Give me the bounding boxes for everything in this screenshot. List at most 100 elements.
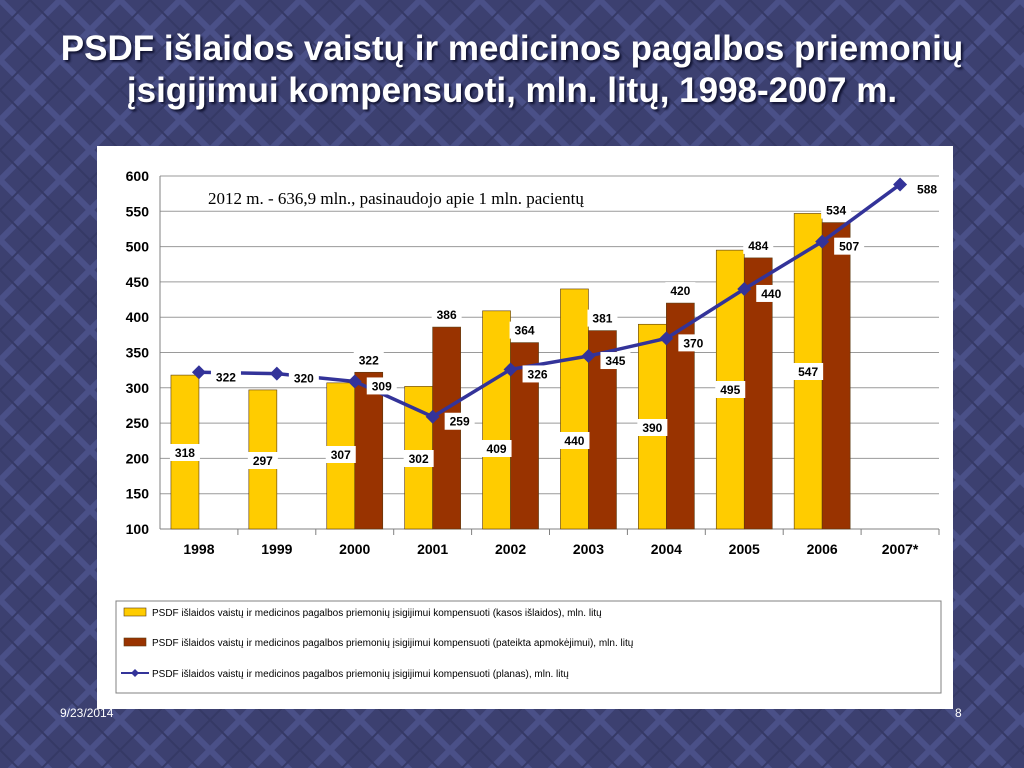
data-label-kasos-bg	[715, 381, 746, 398]
data-label-kasos: 390	[642, 421, 662, 435]
data-label-planas: 440	[761, 287, 781, 301]
data-label-kasos: 440	[564, 434, 584, 448]
legend-swatch	[123, 637, 147, 647]
data-label-pateikta-bg	[743, 236, 774, 254]
x-tick-label: 2002	[495, 541, 526, 557]
data-label-kasos: 302	[409, 452, 429, 466]
y-tick-label: 450	[126, 274, 150, 290]
data-label-kasos-bg	[481, 440, 512, 457]
y-tick-label: 100	[126, 521, 150, 537]
data-label-planas-bg	[366, 377, 397, 395]
data-label-pateikta-bg	[821, 201, 852, 219]
data-label-planas: 370	[683, 336, 703, 350]
data-label-kasos: 297	[253, 454, 273, 468]
plan-marker	[815, 234, 830, 249]
data-label-planas-bg	[912, 180, 943, 198]
y-tick-label: 550	[126, 203, 150, 219]
y-tick-label: 250	[126, 415, 150, 431]
x-tick-label: 2006	[807, 541, 838, 557]
y-tick-label: 150	[126, 486, 150, 502]
data-label-kasos: 307	[331, 448, 351, 462]
plan-marker	[893, 177, 908, 192]
data-label-kasos-bg	[559, 432, 590, 449]
y-tick-label: 300	[126, 380, 150, 396]
x-tick-label: 2001	[417, 541, 448, 557]
plan-marker	[581, 349, 596, 364]
data-label-planas: 588	[917, 182, 937, 196]
x-tick-label: 1999	[261, 541, 292, 557]
data-label-planas: 322	[216, 370, 236, 384]
data-label-pateikta-bg	[587, 309, 618, 327]
legend-entry: PSDF išlaidos vaistų ir medicinos pagalb…	[152, 669, 569, 680]
data-label-pateikta: 386	[437, 308, 457, 322]
data-label-pateikta: 420	[670, 284, 690, 298]
data-label-pateikta: 484	[748, 239, 768, 253]
page-number: 8	[955, 706, 962, 720]
data-label-planas-bg	[678, 334, 709, 352]
chart: 100 150 200 250 300 350 400 450 500 550 600 1998 199…	[115, 168, 943, 694]
x-tick-label: 2005	[729, 541, 760, 557]
x-tick-label: 2007*	[882, 541, 919, 557]
data-label-kasos-bg	[325, 446, 356, 463]
plan-marker	[503, 362, 518, 377]
y-tick-label: 200	[126, 450, 150, 466]
data-label-pateikta-bg	[509, 321, 540, 339]
chart-card: 100 150 200 250 300 350 400 450 500 550 600 1998 199…	[97, 146, 953, 709]
legend-swatch	[123, 607, 147, 617]
x-tick-label: 2003	[573, 541, 604, 557]
data-label-planas-bg	[444, 412, 475, 430]
plan-marker	[347, 374, 362, 389]
data-label-planas: 507	[839, 240, 859, 254]
data-label-kasos: 495	[720, 383, 740, 397]
data-label-planas-bg	[522, 365, 553, 383]
data-label-kasos-bg	[793, 363, 824, 380]
data-label-planas-bg	[834, 237, 865, 255]
bar-kasos	[482, 310, 511, 530]
data-label-kasos-bg	[169, 444, 200, 461]
data-label-kasos-bg	[637, 419, 668, 436]
y-tick-label: 400	[126, 309, 150, 325]
plan-marker	[737, 281, 752, 296]
x-tick-label: 2000	[339, 541, 370, 557]
x-tick-label: 1998	[183, 541, 214, 557]
data-label-planas-bg	[288, 369, 319, 387]
data-label-planas: 326	[528, 367, 548, 381]
data-label-pateikta: 322	[359, 353, 379, 367]
data-label-planas-bg	[210, 368, 241, 386]
legend-entry: PSDF išlaidos vaistų ir medicinos pagalb…	[152, 608, 602, 619]
data-label-planas-bg	[756, 284, 787, 302]
data-label-pateikta: 364	[515, 324, 535, 338]
data-label-planas: 345	[605, 354, 625, 368]
data-label-kasos: 409	[487, 442, 507, 456]
footer-date: 9/23/2014	[60, 706, 114, 720]
y-tick-label: 600	[126, 168, 150, 184]
data-label-pateikta-bg	[431, 306, 462, 324]
plan-marker	[659, 331, 674, 346]
chart-annotation: 2012 m. - 636,9 mln., pasinaudojo apie 1…	[208, 189, 584, 208]
plan-marker	[191, 365, 206, 380]
data-label-planas-bg	[600, 352, 631, 370]
data-label-pateikta-bg	[353, 351, 384, 369]
plan-marker	[425, 409, 440, 424]
x-tick-label: 2004	[651, 541, 682, 557]
data-label-planas: 320	[294, 372, 314, 386]
data-label-planas: 259	[450, 415, 470, 429]
legend-marker	[131, 669, 139, 677]
slide-title: PSDF išlaidos vaistų ir medicinos pagalb…	[60, 29, 964, 110]
data-label-kasos: 547	[798, 365, 818, 379]
plan-marker	[269, 366, 284, 381]
data-label-planas: 309	[372, 379, 392, 393]
bar-pateikta	[354, 371, 384, 530]
y-tick-label: 350	[126, 345, 150, 361]
bar-kasos	[560, 288, 589, 530]
data-label-kasos-bg	[403, 450, 434, 467]
data-label-kasos: 318	[175, 446, 195, 460]
data-label-pateikta: 534	[826, 204, 846, 218]
y-tick-label: 500	[126, 239, 150, 255]
legend-box	[115, 600, 942, 694]
data-label-kasos-bg	[247, 452, 278, 469]
data-label-pateikta: 381	[592, 312, 612, 326]
legend-entry: PSDF išlaidos vaistų ir medicinos pagalb…	[152, 638, 634, 649]
bar-pateikta	[821, 222, 851, 530]
data-label-pateikta-bg	[665, 282, 696, 300]
